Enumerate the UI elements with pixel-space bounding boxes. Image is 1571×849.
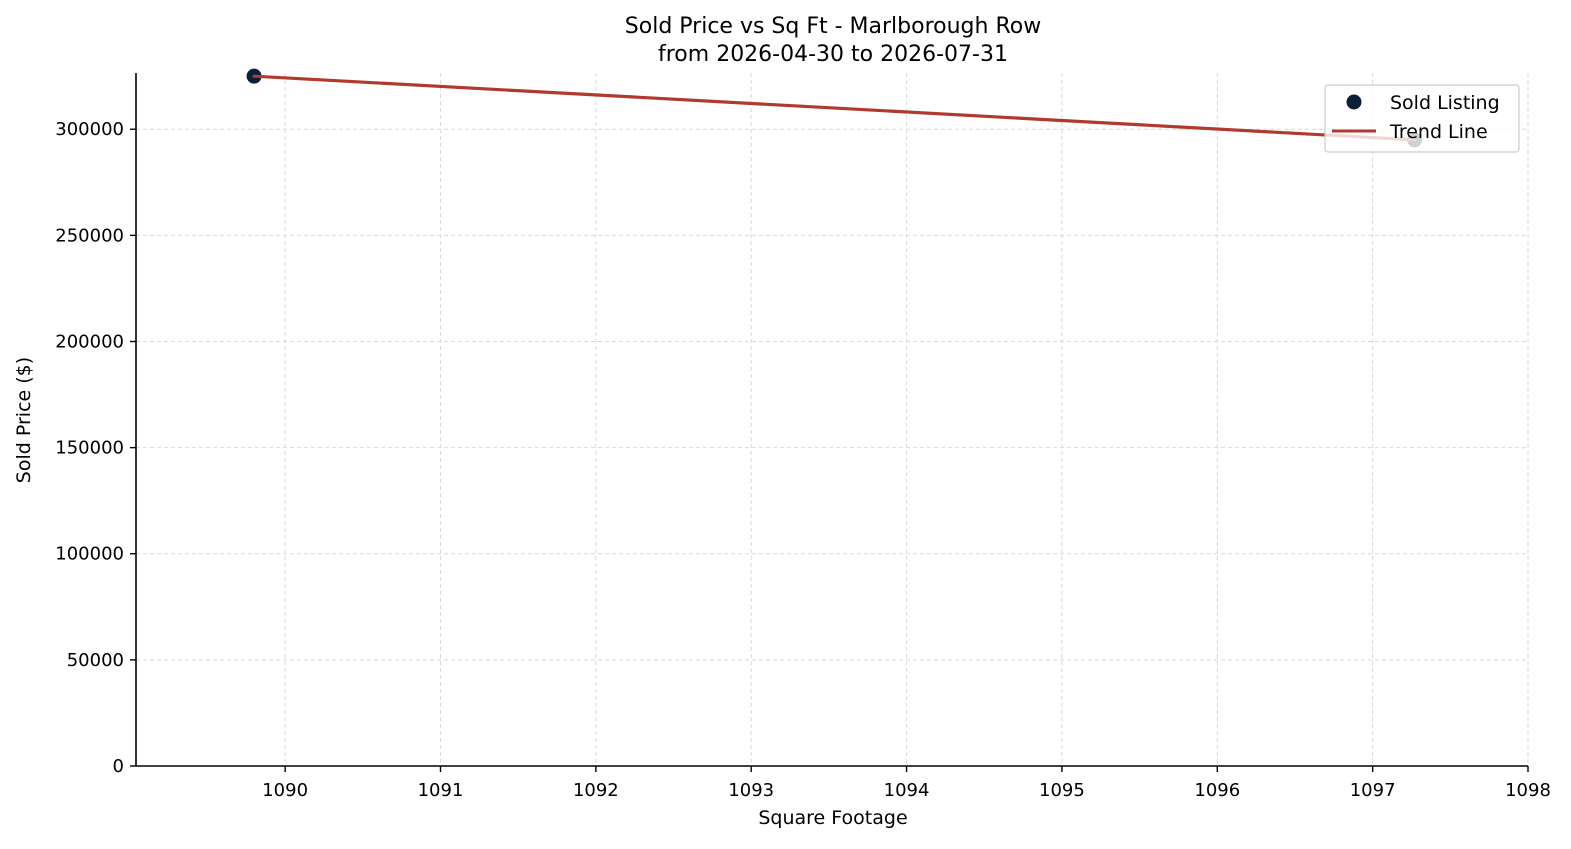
legend: Sold Listing Trend Line [1324,84,1520,153]
legend-frame [1324,84,1520,153]
y-tick-label: 50000 [67,650,124,671]
y-tick-label: 200000 [55,331,124,352]
x-tick-label: 1093 [728,780,774,801]
y-tick-label: 100000 [55,544,124,565]
x-tick-label: 1092 [573,780,619,801]
legend-label-trend-line: Trend Line [1389,121,1488,143]
x-tick-label: 1098 [1505,780,1551,801]
trend-line [252,74,1417,142]
grid-layer [136,73,1529,766]
x-tick-label: 1095 [1039,780,1085,801]
y-axis-label: Sold Price ($) [13,357,35,483]
x-tick-label: 1090 [262,780,308,801]
legend-label-sold-listing: Sold Listing [1390,92,1500,114]
x-tick-label: 1094 [884,780,930,801]
x-axis-label: Square Footage [758,807,907,829]
y-tick-label: 150000 [55,438,124,459]
y-tick-label: 0 [113,756,124,777]
x-tick-label: 1096 [1194,780,1240,801]
series-layer [246,68,1423,148]
y-tick-label: 250000 [55,225,124,246]
axes-layer [135,73,1528,767]
x-tick-label: 1091 [418,780,464,801]
ticks-layer: 1090 1091 1092 1093 1094 1095 1096 1097 1098 0 500… [55,119,1551,801]
x-tick-label: 1097 [1350,780,1396,801]
legend-marker-sold-listing [1346,94,1362,110]
chart-title: Sold Price vs Sq Ft - Marlborough Row [625,14,1041,39]
chart-subtitle: from 2026-04-30 to 2026-07-31 [658,42,1008,67]
y-tick-label: 300000 [55,119,124,140]
